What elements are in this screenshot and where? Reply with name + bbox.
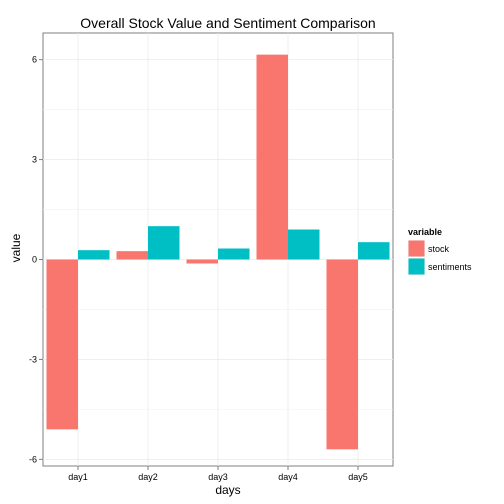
x-tick-label: day4 [278, 472, 298, 482]
legend: variable stock sentiments [408, 227, 472, 275]
y-axis: -6 -3 0 3 6 [29, 55, 43, 464]
chart-title: Overall Stock Value and Sentiment Compar… [80, 15, 375, 31]
y-tick-label: 3 [32, 155, 37, 165]
bar-stock-day2 [116, 251, 148, 260]
legend-swatch-sentiments [408, 258, 425, 275]
legend-label-sentiments: sentiments [428, 262, 472, 272]
x-tick-label: day5 [348, 472, 368, 482]
y-tick-label: -6 [29, 454, 37, 464]
y-axis-title: value [9, 233, 23, 262]
bar-stock-day5 [326, 259, 358, 450]
legend-swatch-stock [408, 240, 425, 257]
x-tick-label: day1 [68, 472, 88, 482]
x-axis: day1 day2 day3 day4 day5 [68, 466, 368, 482]
bar-sentiments-day1 [78, 250, 110, 260]
y-tick-label: 6 [32, 55, 37, 65]
bar-stock-day4 [256, 54, 288, 260]
bar-stock-day1 [46, 259, 78, 430]
x-tick-label: day2 [138, 472, 158, 482]
bars [46, 54, 390, 450]
bar-sentiments-day2 [148, 226, 180, 260]
bar-sentiments-day3 [218, 248, 250, 260]
y-tick-label: -3 [29, 354, 37, 364]
x-axis-title: days [215, 483, 240, 497]
legend-label-stock: stock [428, 244, 450, 254]
bar-sentiments-day4 [288, 229, 320, 260]
bar-stock-day3 [186, 259, 218, 264]
bar-sentiments-day5 [358, 242, 390, 260]
legend-title: variable [408, 227, 442, 237]
y-tick-label: 0 [32, 254, 37, 264]
x-tick-label: day3 [208, 472, 228, 482]
